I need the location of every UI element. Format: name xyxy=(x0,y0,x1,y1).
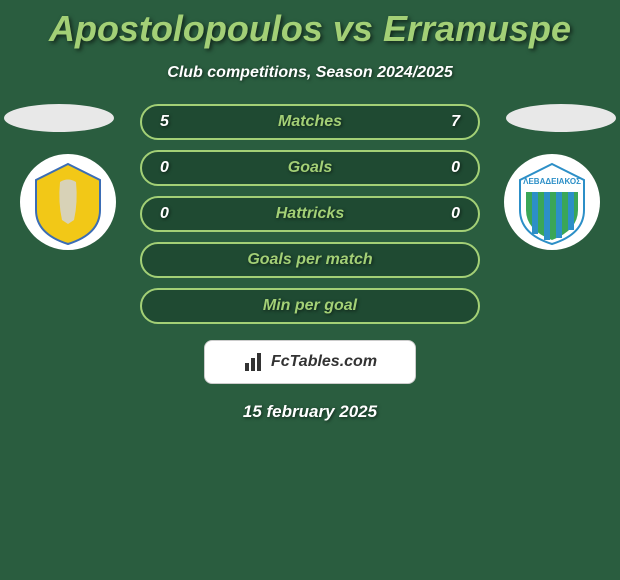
date-text: 15 february 2025 xyxy=(0,402,620,422)
stat-value-left: 5 xyxy=(160,113,169,131)
stat-label: Matches xyxy=(278,113,342,131)
stat-label: Goals per match xyxy=(247,251,372,269)
badge-right-svg: ΛΕΒΑΔΕΙΑΚΟΣ xyxy=(502,152,602,252)
svg-text:ΛΕΒΑΔΕΙΑΚΟΣ: ΛΕΒΑΔΕΙΑΚΟΣ xyxy=(523,177,581,186)
player-oval-left xyxy=(4,104,114,132)
stat-value-left: 0 xyxy=(160,159,169,177)
bar-chart-icon xyxy=(243,351,265,373)
brand-text: FcTables.com xyxy=(271,353,377,371)
badge-left-svg xyxy=(18,152,118,252)
stat-value-left: 0 xyxy=(160,205,169,223)
page-subtitle: Club competitions, Season 2024/2025 xyxy=(0,64,620,82)
stat-row-mpg: Min per goal xyxy=(140,288,480,324)
stat-value-right: 7 xyxy=(451,113,460,131)
stat-row-gpm: Goals per match xyxy=(140,242,480,278)
stats-area: ΛΕΒΑΔΕΙΑΚΟΣ 5 Matches 7 0 Goals 0 0 Hatt… xyxy=(0,104,620,324)
club-badge-right: ΛΕΒΑΔΕΙΑΚΟΣ xyxy=(502,152,602,252)
stat-row-goals: 0 Goals 0 xyxy=(140,150,480,186)
brand-box: FcTables.com xyxy=(204,340,416,384)
stat-row-matches: 5 Matches 7 xyxy=(140,104,480,140)
player-oval-right xyxy=(506,104,616,132)
stat-row-hattricks: 0 Hattricks 0 xyxy=(140,196,480,232)
stat-label: Hattricks xyxy=(276,205,344,223)
stat-label: Goals xyxy=(288,159,332,177)
stat-value-right: 0 xyxy=(451,159,460,177)
page-title: Apostolopoulos vs Erramuspe xyxy=(0,0,620,50)
stat-value-right: 0 xyxy=(451,205,460,223)
club-badge-left xyxy=(18,152,118,252)
stat-label: Min per goal xyxy=(263,297,357,315)
